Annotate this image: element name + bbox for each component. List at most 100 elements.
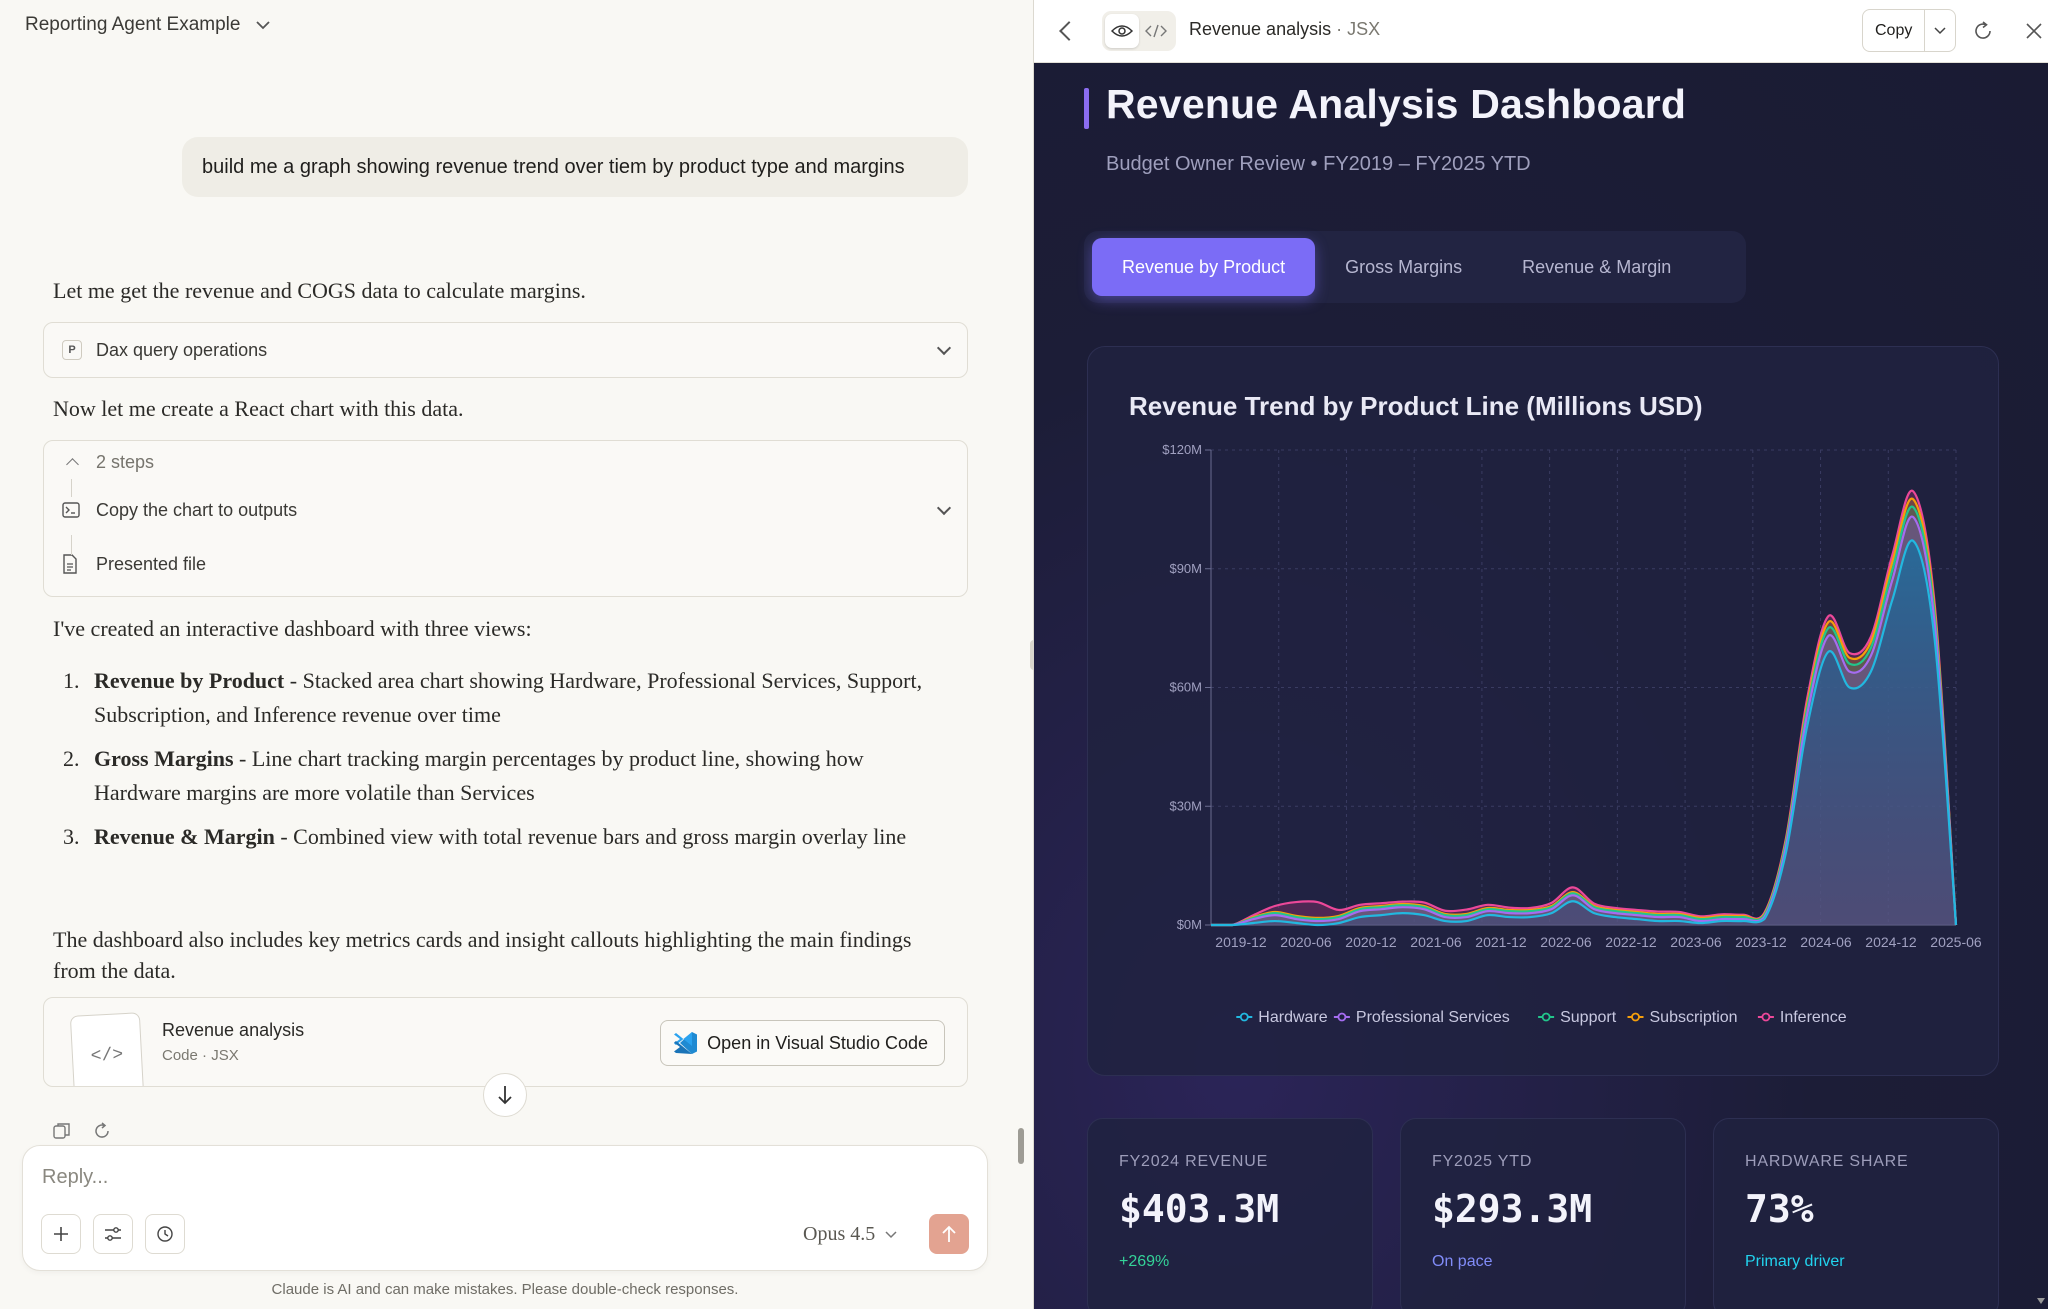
tab-gross-margins[interactable]: Gross Margins xyxy=(1345,256,1463,277)
x-tick-label: 2020-06 xyxy=(1280,934,1332,950)
assistant-text-3: I've created an interactive dashboard wi… xyxy=(53,616,532,641)
line-professional-services xyxy=(1211,515,1958,927)
scrollbar-thumb[interactable] xyxy=(1018,1128,1024,1164)
metric-note: +269% xyxy=(1119,1253,1170,1270)
metric-value: $403.3M xyxy=(1119,1187,1280,1231)
tab-revenue-and-margin[interactable]: Revenue & Margin xyxy=(1522,256,1672,277)
terminal-icon xyxy=(62,502,82,518)
dashboard-subtitle: Budget Owner Review • FY2019 – FY2025 YT… xyxy=(1106,153,1531,175)
assistant-text-4: The dashboard also includes key metrics … xyxy=(53,927,912,983)
metric-value: 73% xyxy=(1745,1187,1814,1231)
legend-label: Inference xyxy=(1780,1009,1847,1026)
legend-label: Professional Services xyxy=(1356,1009,1510,1026)
close-icon xyxy=(2026,23,2042,39)
legend-item[interactable]: Subscription xyxy=(1627,1009,1738,1026)
clock-icon xyxy=(157,1226,173,1242)
copy-button[interactable]: Copy xyxy=(1863,10,1926,51)
assistant-text-2: Now let me create a React chart with thi… xyxy=(53,396,464,421)
legend-item[interactable]: Support xyxy=(1538,1009,1617,1026)
line-subscription xyxy=(1211,497,1958,927)
preview-toggle[interactable] xyxy=(1105,14,1139,48)
y-tick-label: $60M xyxy=(1169,680,1202,695)
conversation-title-menu[interactable]: Reporting Agent Example xyxy=(25,14,271,36)
tool-call-dax[interactable]: P Dax query operations xyxy=(43,322,968,378)
scroll-indicator xyxy=(2037,1298,2045,1304)
file-icon xyxy=(62,554,82,574)
line-hardware xyxy=(1211,539,1958,927)
refresh-button[interactable] xyxy=(1969,17,1997,45)
x-tick-label: 2024-12 xyxy=(1865,934,1917,950)
artifact-title: Revenue analysis xyxy=(162,1020,305,1040)
legend-item[interactable]: Professional Services xyxy=(1333,1009,1510,1026)
open-in-vscode-label: Open in Visual Studio Code xyxy=(707,1032,928,1053)
area-hardware xyxy=(1211,540,1956,925)
view-description: - Line chart tracking margin percentages… xyxy=(94,746,864,805)
line-inference xyxy=(1211,489,1958,927)
back-icon[interactable] xyxy=(1059,21,1079,41)
chevron-down-icon xyxy=(936,500,952,515)
plus-icon xyxy=(54,1227,68,1241)
chevron-up-icon xyxy=(65,458,79,471)
scroll-to-bottom-button[interactable] xyxy=(483,1073,527,1117)
metric-note: Primary driver xyxy=(1745,1253,1845,1270)
metric-note: On pace xyxy=(1432,1253,1493,1270)
view-description: - Combined view with total revenue bars … xyxy=(274,824,907,849)
sliders-icon xyxy=(105,1227,121,1241)
step-label: Presented file xyxy=(96,553,207,574)
code-toggle[interactable] xyxy=(1139,14,1173,48)
step-copy-chart[interactable]: Copy the chart to outputs xyxy=(44,483,967,537)
add-button[interactable] xyxy=(41,1214,81,1254)
retry-icon[interactable] xyxy=(92,1121,112,1141)
tab-revenue-by-product[interactable]: Revenue by Product xyxy=(1092,238,1316,296)
code-icon: </> xyxy=(69,1012,145,1086)
y-tick-label: $0M xyxy=(1177,917,1202,932)
metric-label: FY2025 YTD xyxy=(1432,1153,1533,1170)
step-presented-file[interactable]: Presented file xyxy=(44,537,967,591)
step-label: Copy the chart to outputs xyxy=(96,499,298,520)
copy-icon[interactable] xyxy=(52,1121,72,1141)
legend-item[interactable]: Hardware xyxy=(1236,1009,1328,1026)
copy-options-button[interactable] xyxy=(1925,10,1955,51)
disclaimer: Claude is AI and can make mistakes. Plea… xyxy=(271,1281,739,1298)
chevron-down-icon xyxy=(936,340,952,355)
arrow-up-icon xyxy=(942,1225,956,1242)
view-title: Revenue & Margin xyxy=(94,824,275,849)
history-button[interactable] xyxy=(145,1214,185,1254)
model-selector[interactable]: Opus 4.5 xyxy=(803,1223,897,1246)
metric-label: FY2024 REVENUE xyxy=(1119,1153,1269,1170)
chat-pane: Reporting Agent Example build me a graph… xyxy=(22,14,1024,1298)
revenue-area-chart[interactable]: $0M $30M $60M $90M $120M 2019-12 2020-06 2020-1… xyxy=(1088,347,2000,1077)
artifact-title: Revenue analysis · JSX xyxy=(1189,19,1381,39)
artifact-card[interactable]: </> Revenue analysis Code · JSX Open in … xyxy=(43,997,968,1087)
close-button[interactable] xyxy=(2020,17,2048,45)
refresh-icon xyxy=(1975,21,1991,39)
steps-count: 2 steps xyxy=(96,451,155,472)
assistant-text-1: Let me get the revenue and COGS data to … xyxy=(53,278,586,303)
metric-card: FY2025 YTD $293.3M On pace xyxy=(1400,1118,1686,1309)
reply-composer: Reply... Opus 4.5 xyxy=(22,1145,988,1271)
send-button[interactable] xyxy=(929,1214,969,1254)
x-tick-label: 2025-06 xyxy=(1930,934,1982,950)
copy-button-group: Copy xyxy=(1862,9,1957,52)
view-title: Revenue by Product xyxy=(94,668,285,693)
view-title: Gross Margins xyxy=(94,746,234,771)
metric-label: HARDWARE SHARE xyxy=(1745,1153,1909,1170)
user-message: build me a graph showing revenue trend o… xyxy=(182,137,968,197)
tools-button[interactable] xyxy=(93,1214,133,1254)
line-support xyxy=(1211,505,1958,927)
y-tick-label: $120M xyxy=(1162,442,1202,457)
x-tick-label: 2022-06 xyxy=(1540,934,1592,950)
open-in-vscode-button[interactable]: Open in Visual Studio Code xyxy=(660,1020,945,1066)
metric-value: $293.3M xyxy=(1432,1187,1593,1231)
powerbi-icon: P xyxy=(62,340,82,360)
x-tick-label: 2024-06 xyxy=(1800,934,1852,950)
dashboard-tabs: Revenue by Product Gross Margins Revenue… xyxy=(1084,231,1746,303)
steps-toggle[interactable]: 2 steps xyxy=(44,441,967,483)
artifact-pane: Revenue analysis · JSX Copy Revenue Anal… xyxy=(1034,0,2048,1309)
dashboard: Revenue Analysis Dashboard Budget Owner … xyxy=(1034,63,2048,1309)
legend-item[interactable]: Inference xyxy=(1757,1009,1847,1026)
dashboard-title: Revenue Analysis Dashboard xyxy=(1106,81,1687,127)
chevron-down-icon xyxy=(1934,26,1946,34)
reply-input[interactable]: Reply... xyxy=(42,1166,109,1188)
x-tick-label: 2021-06 xyxy=(1410,934,1462,950)
